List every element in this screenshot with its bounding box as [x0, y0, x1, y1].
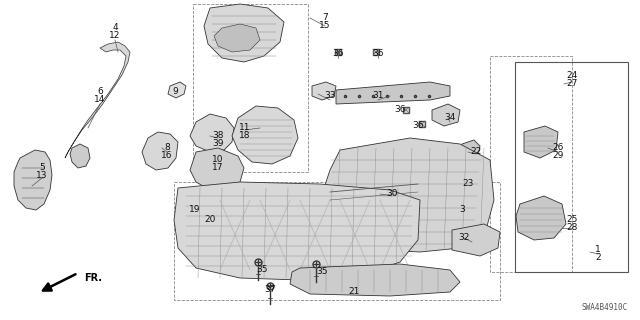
Text: 36: 36: [332, 50, 344, 59]
Text: 38: 38: [212, 132, 224, 140]
Polygon shape: [70, 144, 90, 168]
Text: 11: 11: [239, 124, 251, 132]
Text: 23: 23: [462, 180, 474, 188]
Text: 25: 25: [566, 215, 578, 225]
Polygon shape: [290, 264, 460, 296]
Text: 20: 20: [204, 215, 216, 225]
Text: 35: 35: [316, 268, 328, 276]
Text: 5: 5: [39, 164, 45, 172]
Polygon shape: [190, 148, 244, 190]
Bar: [515, 62, 628, 272]
Text: 17: 17: [212, 164, 224, 172]
Text: 18: 18: [239, 132, 251, 140]
Text: 13: 13: [36, 172, 48, 180]
Text: 34: 34: [444, 114, 456, 123]
Text: 8: 8: [164, 143, 170, 153]
Text: SWA4B4910C: SWA4B4910C: [582, 303, 628, 312]
Text: FR.: FR.: [84, 273, 102, 283]
Text: 39: 39: [212, 140, 224, 148]
Text: 32: 32: [458, 234, 470, 243]
Polygon shape: [322, 138, 494, 252]
Polygon shape: [524, 126, 558, 158]
Polygon shape: [452, 224, 500, 256]
Polygon shape: [460, 140, 480, 158]
Text: 35: 35: [256, 266, 268, 275]
Polygon shape: [232, 106, 298, 164]
Bar: [490, 56, 572, 272]
Text: 31: 31: [372, 92, 384, 100]
Text: 16: 16: [161, 151, 173, 161]
Bar: [174, 182, 500, 300]
Text: 24: 24: [566, 71, 578, 81]
Polygon shape: [336, 82, 450, 104]
Text: 19: 19: [189, 205, 201, 214]
Text: 21: 21: [348, 287, 360, 297]
Polygon shape: [14, 150, 52, 210]
Text: 2: 2: [595, 253, 601, 262]
Text: 22: 22: [470, 148, 482, 156]
Text: 26: 26: [552, 143, 564, 153]
Text: 27: 27: [566, 79, 578, 89]
Polygon shape: [65, 42, 130, 158]
Text: 1: 1: [595, 245, 601, 254]
Polygon shape: [174, 182, 420, 280]
Text: 37: 37: [264, 285, 276, 294]
Text: 4: 4: [112, 23, 118, 33]
Text: 3: 3: [459, 205, 465, 214]
Text: 10: 10: [212, 156, 224, 164]
Polygon shape: [312, 82, 336, 100]
Text: 7: 7: [322, 13, 328, 22]
Text: 9: 9: [172, 87, 178, 97]
Polygon shape: [214, 24, 260, 52]
Text: 29: 29: [552, 151, 564, 161]
Text: 36: 36: [372, 50, 384, 59]
Text: 33: 33: [324, 92, 336, 100]
Text: 30: 30: [387, 189, 397, 198]
Polygon shape: [516, 196, 566, 240]
Polygon shape: [190, 114, 234, 152]
Bar: [193, 4, 308, 172]
Text: 36: 36: [394, 106, 406, 115]
Text: 12: 12: [109, 31, 121, 41]
Text: 28: 28: [566, 223, 578, 233]
Polygon shape: [204, 4, 284, 62]
Text: 36: 36: [412, 122, 424, 131]
Polygon shape: [142, 132, 178, 170]
Text: 6: 6: [97, 87, 103, 97]
Polygon shape: [432, 104, 460, 126]
Polygon shape: [168, 82, 186, 98]
Text: 14: 14: [94, 95, 106, 105]
Text: 15: 15: [319, 21, 331, 30]
